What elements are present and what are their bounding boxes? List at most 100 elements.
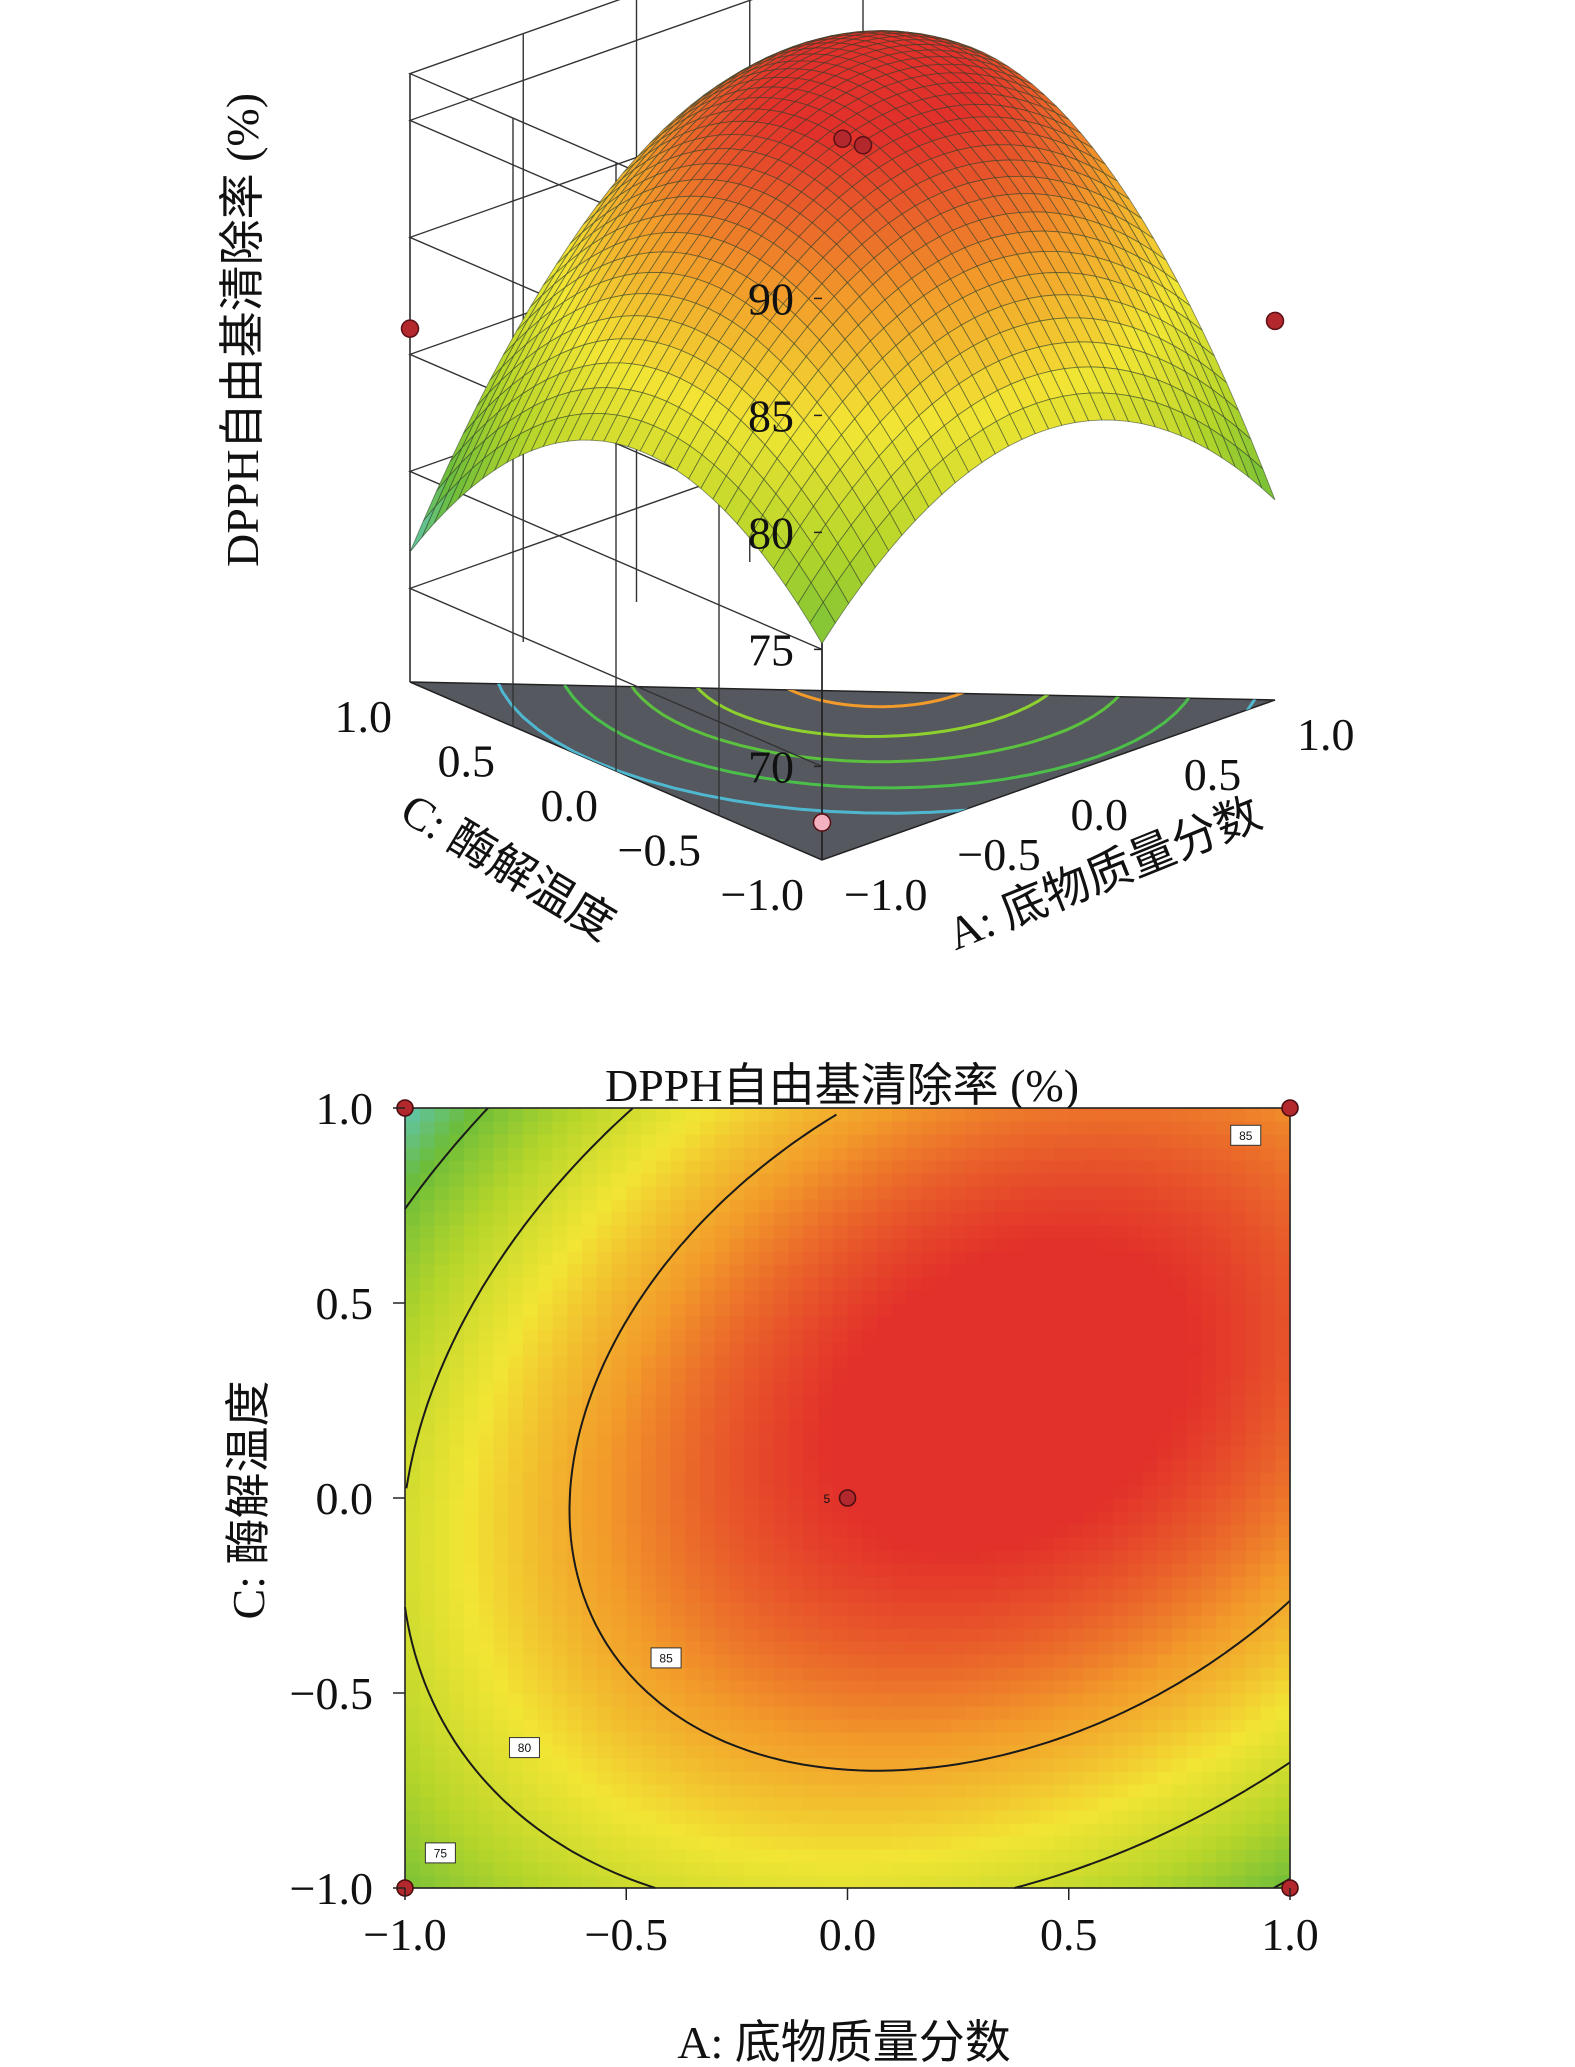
heatmap-cell bbox=[493, 1875, 509, 1889]
heatmap-cell bbox=[611, 1238, 627, 1252]
heatmap-cell bbox=[567, 1394, 583, 1408]
heatmap-cell bbox=[965, 1472, 981, 1486]
heatmap-cell bbox=[1113, 1550, 1129, 1564]
heatmap-cell bbox=[877, 1251, 893, 1265]
heatmap-cell bbox=[405, 1173, 421, 1187]
heatmap-cell bbox=[611, 1342, 627, 1356]
heatmap-cell bbox=[803, 1641, 819, 1655]
heatmap-cell bbox=[567, 1173, 583, 1187]
heatmap-cell bbox=[1039, 1303, 1055, 1317]
heatmap-cell bbox=[891, 1524, 908, 1538]
heatmap-cell bbox=[936, 1199, 952, 1213]
heatmap-cell bbox=[891, 1420, 908, 1434]
heatmap-cell bbox=[1172, 1758, 1188, 1772]
heatmap-cell bbox=[478, 1160, 495, 1174]
heatmap-cell bbox=[670, 1719, 686, 1733]
heatmap-cell bbox=[1142, 1706, 1158, 1720]
heatmap-cell bbox=[1245, 1394, 1262, 1408]
heatmap-cell bbox=[1083, 1225, 1099, 1239]
heatmap-cell bbox=[464, 1823, 480, 1837]
heatmap-cell bbox=[980, 1342, 996, 1356]
heatmap-cell bbox=[1172, 1264, 1188, 1278]
heatmap-cell bbox=[626, 1394, 642, 1408]
heatmap-cell bbox=[434, 1498, 450, 1512]
heatmap-cell bbox=[1275, 1329, 1291, 1343]
heatmap-cell bbox=[891, 1121, 908, 1135]
heatmap-cell bbox=[1186, 1797, 1203, 1811]
heatmap-cell bbox=[567, 1589, 583, 1603]
heatmap-cell bbox=[523, 1264, 539, 1278]
heatmap-cell bbox=[1172, 1823, 1188, 1837]
heatmap-cell bbox=[1068, 1420, 1085, 1434]
heatmap-cell bbox=[788, 1173, 804, 1187]
heatmap-cell bbox=[921, 1472, 937, 1486]
heatmap-cell bbox=[1142, 1771, 1158, 1785]
heatmap-cell bbox=[995, 1407, 1011, 1421]
heatmap-cell bbox=[670, 1862, 686, 1876]
heatmap-cell bbox=[685, 1550, 701, 1564]
heatmap-cell bbox=[803, 1784, 819, 1798]
heatmap-cell bbox=[980, 1836, 996, 1850]
heatmap-cell bbox=[906, 1108, 922, 1122]
heatmap-cell bbox=[405, 1719, 421, 1733]
heatmap-cell bbox=[596, 1615, 613, 1629]
heatmap-cell bbox=[1216, 1290, 1232, 1304]
heatmap-cell bbox=[1186, 1836, 1203, 1850]
heatmap-cell bbox=[478, 1797, 495, 1811]
heatmap-cell bbox=[1098, 1758, 1114, 1772]
heatmap-cell bbox=[478, 1537, 495, 1551]
heatmap-cell bbox=[803, 1485, 819, 1499]
heatmap-cell bbox=[936, 1316, 952, 1330]
heatmap-cell bbox=[965, 1238, 981, 1252]
heatmap-cell bbox=[936, 1147, 952, 1161]
x-tick-label: 0.0 bbox=[819, 1909, 877, 1960]
heatmap-cell bbox=[1068, 1485, 1085, 1499]
heatmap-cell bbox=[832, 1511, 849, 1525]
heatmap-cell bbox=[419, 1342, 436, 1356]
heatmap-cell bbox=[803, 1563, 819, 1577]
heatmap-cell bbox=[405, 1342, 421, 1356]
heatmap-cell bbox=[877, 1719, 893, 1733]
heatmap-cell bbox=[729, 1810, 745, 1824]
heatmap-cell bbox=[1275, 1316, 1291, 1330]
heatmap-cell bbox=[552, 1329, 568, 1343]
heatmap-cell bbox=[832, 1732, 849, 1746]
heatmap-cell bbox=[1098, 1732, 1114, 1746]
heatmap-cell bbox=[921, 1667, 937, 1681]
heatmap-cell bbox=[773, 1784, 790, 1798]
heatmap-cell bbox=[596, 1485, 613, 1499]
heatmap-cell bbox=[950, 1355, 967, 1369]
heatmap-cell bbox=[1127, 1732, 1144, 1746]
heatmap-cell bbox=[744, 1147, 760, 1161]
heatmap-cell bbox=[478, 1719, 495, 1733]
heatmap-cell bbox=[803, 1251, 819, 1265]
heatmap-cell bbox=[405, 1797, 421, 1811]
heatmap-cell bbox=[685, 1654, 701, 1668]
heatmap-cell bbox=[1157, 1797, 1173, 1811]
heatmap-cell bbox=[537, 1797, 554, 1811]
heatmap-cell bbox=[1172, 1550, 1188, 1564]
heatmap-cell bbox=[700, 1316, 716, 1330]
heatmap-cell bbox=[936, 1810, 952, 1824]
heatmap-cell bbox=[582, 1719, 598, 1733]
heatmap-cell bbox=[670, 1160, 686, 1174]
heatmap-cell bbox=[552, 1225, 568, 1239]
heatmap-cell bbox=[759, 1277, 775, 1291]
heatmap-cell bbox=[1068, 1355, 1085, 1369]
heatmap-cell bbox=[1142, 1758, 1158, 1772]
heatmap-cell bbox=[1275, 1459, 1291, 1473]
heatmap-cell bbox=[670, 1381, 686, 1395]
heatmap-cell bbox=[803, 1771, 819, 1785]
heatmap-cell bbox=[877, 1823, 893, 1837]
heatmap-cell bbox=[1275, 1134, 1291, 1148]
heatmap-cell bbox=[670, 1485, 686, 1499]
heatmap-cell bbox=[1245, 1459, 1262, 1473]
heatmap-cell bbox=[567, 1680, 583, 1694]
heatmap-cell bbox=[1186, 1745, 1203, 1759]
heatmap-cell bbox=[552, 1589, 568, 1603]
heatmap-cell bbox=[1231, 1446, 1247, 1460]
heatmap-cell bbox=[965, 1823, 981, 1837]
heatmap-cell bbox=[464, 1199, 480, 1213]
heatmap-cell bbox=[906, 1589, 922, 1603]
heatmap-cell bbox=[626, 1797, 642, 1811]
